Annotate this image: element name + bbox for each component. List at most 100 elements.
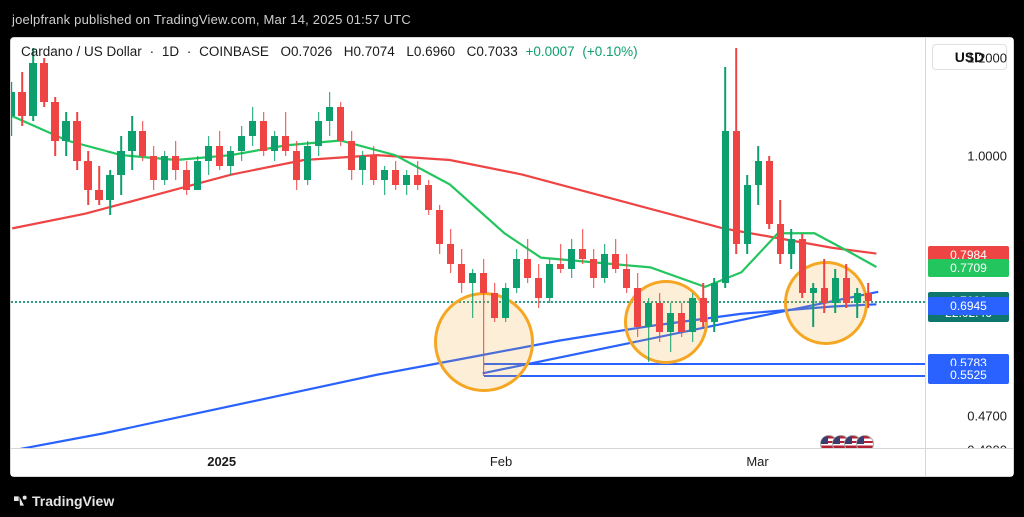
candle[interactable] [205, 38, 212, 448]
candle[interactable] [645, 38, 652, 448]
candle[interactable] [612, 38, 619, 448]
candle[interactable] [546, 38, 553, 448]
candle[interactable] [370, 38, 377, 448]
candle[interactable] [700, 38, 707, 448]
candle[interactable] [249, 38, 256, 448]
us-flag-icon [856, 435, 874, 448]
candle[interactable] [348, 38, 355, 448]
candle[interactable] [73, 38, 80, 448]
candle[interactable] [18, 38, 25, 448]
candle[interactable] [40, 38, 47, 448]
candle[interactable] [843, 38, 850, 448]
candle[interactable] [557, 38, 564, 448]
candle[interactable] [106, 38, 113, 448]
candle[interactable] [491, 38, 498, 448]
event-flags[interactable] [826, 435, 874, 448]
candle[interactable] [667, 38, 674, 448]
candle[interactable] [304, 38, 311, 448]
candle[interactable] [11, 38, 15, 448]
candle[interactable] [722, 38, 729, 448]
candle[interactable] [601, 38, 608, 448]
candle[interactable] [788, 38, 795, 448]
chart-plot-area[interactable]: Cardano / US Dollar · 1D · COINBASE O0.7… [11, 38, 925, 448]
candle[interactable] [436, 38, 443, 448]
candle[interactable] [524, 38, 531, 448]
candle[interactable] [271, 38, 278, 448]
candle[interactable] [689, 38, 696, 448]
chart-frame: Cardano / US Dollar · 1D · COINBASE O0.7… [10, 37, 1014, 477]
ohlc-close: 0.7033 [476, 44, 517, 59]
candle[interactable] [568, 38, 575, 448]
time-axis[interactable]: 2025FebMar [11, 448, 925, 476]
price-tag[interactable]: 0.5525 [928, 366, 1009, 384]
interval-label[interactable]: 1D [162, 44, 179, 59]
candle[interactable] [172, 38, 179, 448]
candle[interactable] [139, 38, 146, 448]
candle[interactable] [425, 38, 432, 448]
candle[interactable] [777, 38, 784, 448]
candle[interactable] [95, 38, 102, 448]
candle[interactable] [810, 38, 817, 448]
time-tick: Mar [746, 454, 768, 469]
exchange-label: COINBASE [199, 44, 269, 59]
candle[interactable] [634, 38, 641, 448]
candle[interactable] [128, 38, 135, 448]
ohlc-change-abs: +0.0007 [525, 44, 574, 59]
candle[interactable] [865, 38, 872, 448]
candle[interactable] [161, 38, 168, 448]
candle[interactable] [656, 38, 663, 448]
symbol-name[interactable]: Cardano / US Dollar [21, 44, 142, 59]
candle[interactable] [194, 38, 201, 448]
candle[interactable] [227, 38, 234, 448]
candle[interactable] [414, 38, 421, 448]
candle[interactable] [150, 38, 157, 448]
candle[interactable] [183, 38, 190, 448]
candle[interactable] [513, 38, 520, 448]
symbol-ohlc-bar[interactable]: Cardano / US Dollar · 1D · COINBASE O0.7… [21, 44, 642, 59]
candle[interactable] [381, 38, 388, 448]
price-tag[interactable]: 0.7709 [928, 259, 1009, 277]
candle[interactable] [733, 38, 740, 448]
candle[interactable] [359, 38, 366, 448]
candle[interactable] [854, 38, 861, 448]
candle[interactable] [51, 38, 58, 448]
candle[interactable] [711, 38, 718, 448]
candle[interactable] [480, 38, 487, 448]
candle[interactable] [447, 38, 454, 448]
price-tick: 1.2000 [967, 50, 1007, 65]
candle[interactable] [326, 38, 333, 448]
candle[interactable] [623, 38, 630, 448]
candle[interactable] [392, 38, 399, 448]
price-axis[interactable]: USD 1.20001.00000.47000.40000.79840.7709… [925, 38, 1013, 448]
candle[interactable] [535, 38, 542, 448]
candle[interactable] [832, 38, 839, 448]
tradingview-icon [12, 493, 28, 509]
candle[interactable] [282, 38, 289, 448]
time-tick: 2025 [207, 454, 236, 469]
candle[interactable] [403, 38, 410, 448]
candle[interactable] [238, 38, 245, 448]
publisher-line: joelpfrank published on TradingView.com,… [10, 8, 1014, 37]
candle[interactable] [799, 38, 806, 448]
candle[interactable] [678, 38, 685, 448]
candle[interactable] [766, 38, 773, 448]
candle[interactable] [216, 38, 223, 448]
candle[interactable] [821, 38, 828, 448]
candle[interactable] [744, 38, 751, 448]
candle[interactable] [502, 38, 509, 448]
candle[interactable] [469, 38, 476, 448]
candle[interactable] [62, 38, 69, 448]
candle[interactable] [315, 38, 322, 448]
candle[interactable] [293, 38, 300, 448]
candle[interactable] [458, 38, 465, 448]
ohlc-open: 0.7026 [291, 44, 332, 59]
candle[interactable] [590, 38, 597, 448]
price-tag[interactable]: 0.6945 [928, 297, 1009, 315]
candle[interactable] [29, 38, 36, 448]
candle[interactable] [260, 38, 267, 448]
candle[interactable] [579, 38, 586, 448]
candle[interactable] [337, 38, 344, 448]
candle[interactable] [755, 38, 762, 448]
candle[interactable] [84, 38, 91, 448]
candle[interactable] [117, 38, 124, 448]
